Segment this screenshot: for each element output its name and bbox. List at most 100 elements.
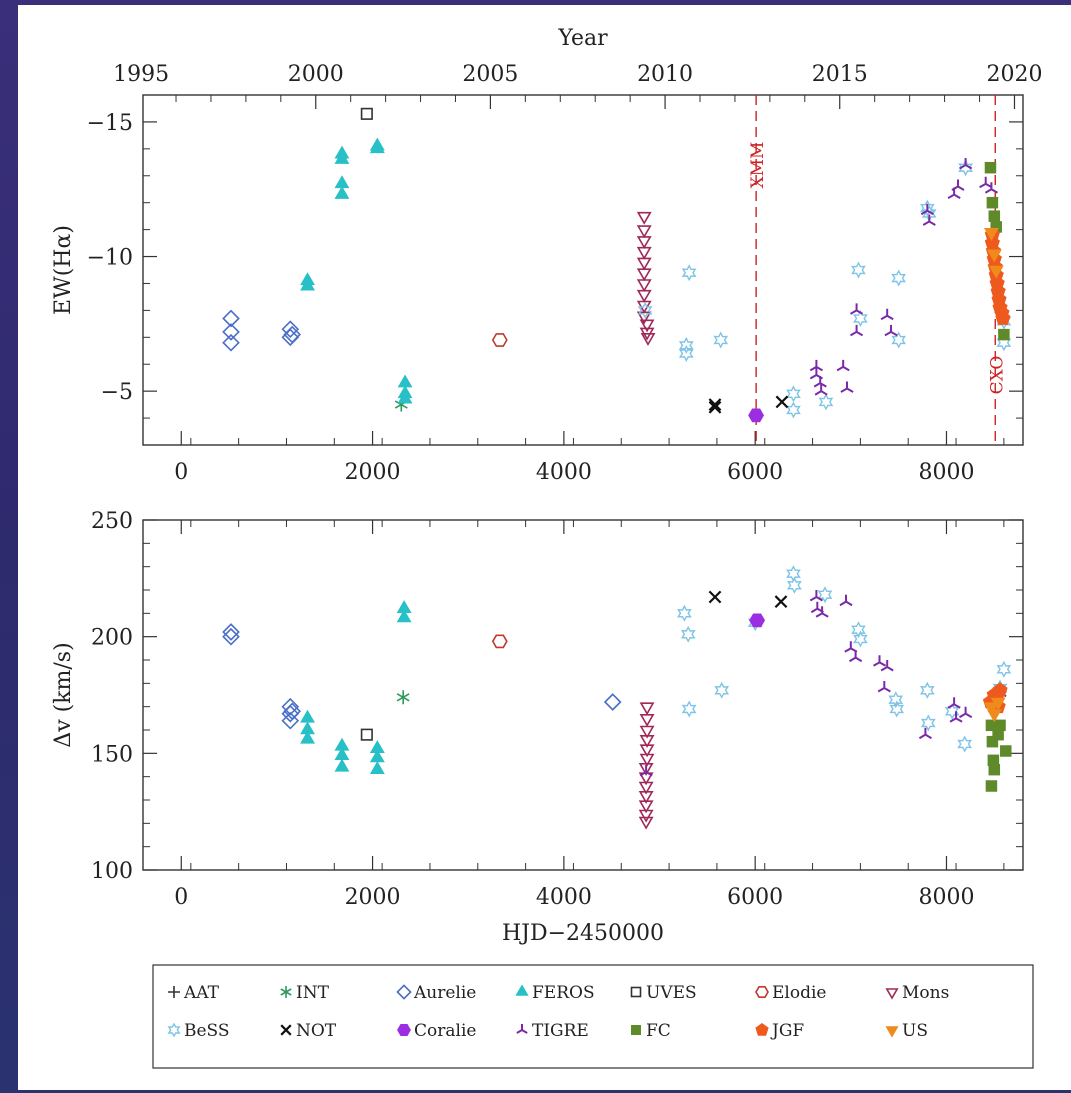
data-point <box>360 728 373 741</box>
data-point <box>300 730 315 744</box>
data-point <box>986 196 999 209</box>
x-tick-label: 6000 <box>727 885 783 910</box>
series-aurelie <box>222 623 622 730</box>
data-point <box>852 630 868 648</box>
series-mons <box>636 211 656 346</box>
data-point <box>958 159 974 177</box>
y-tick-label: 200 <box>91 626 133 651</box>
data-point <box>636 257 652 271</box>
x-tick-label: 0 <box>174 460 188 485</box>
data-point <box>984 228 999 241</box>
legend-label: FC <box>646 1021 671 1041</box>
legend-glyph <box>280 1024 292 1036</box>
data-point <box>839 594 853 607</box>
data-point <box>639 753 655 767</box>
series-feros <box>300 137 413 404</box>
data-point <box>959 157 973 170</box>
y-tick-label: −5 <box>101 380 133 405</box>
data-point <box>813 376 827 388</box>
data-point <box>840 381 854 393</box>
series-tigre <box>809 157 998 396</box>
data-point <box>678 336 694 354</box>
series-fc <box>984 161 1010 341</box>
data-point <box>281 697 300 716</box>
data-point <box>949 711 963 723</box>
data-point <box>681 264 697 282</box>
x-axis-title: HJD−2450000 <box>502 921 664 946</box>
legend-label: JGF <box>770 1021 804 1041</box>
series-elodie <box>491 634 508 649</box>
x-tick-label: 8000 <box>918 885 974 910</box>
legend-label: Aurelie <box>413 983 476 1003</box>
legend-glyph <box>515 984 529 996</box>
top-tick-label: 2005 <box>462 62 518 87</box>
legend-label: FEROS <box>532 983 595 1003</box>
series-mons <box>638 702 655 830</box>
legend-glyph <box>755 1023 769 1036</box>
series-coralie <box>749 613 766 628</box>
data-point <box>889 700 905 718</box>
series-coralie <box>748 408 765 423</box>
plot-frame <box>142 519 1024 871</box>
data-point <box>639 702 655 716</box>
legend-glyph <box>396 984 412 1000</box>
data-point <box>995 310 1011 325</box>
data-point <box>636 268 652 282</box>
data-point <box>639 744 655 758</box>
data-point <box>774 595 788 609</box>
series-not <box>708 590 788 609</box>
data-point <box>636 236 652 250</box>
data-point <box>817 586 833 604</box>
series-bess <box>676 565 1012 753</box>
data-point <box>818 393 834 411</box>
data-point <box>877 680 891 693</box>
data-point <box>334 185 350 199</box>
data-point <box>639 725 655 739</box>
series-feros <box>300 600 412 775</box>
legend-label: AAT <box>183 983 220 1003</box>
data-point <box>920 203 934 216</box>
series-us <box>984 228 1004 279</box>
legend-glyph <box>280 986 292 998</box>
data-point <box>851 261 866 279</box>
series-us <box>984 697 1006 723</box>
legend-entry-not: NOT <box>280 1021 337 1041</box>
data-point <box>1000 745 1012 757</box>
data-point <box>918 727 933 740</box>
data-point <box>919 199 935 217</box>
legend-label: US <box>902 1021 928 1041</box>
data-point <box>334 758 350 772</box>
data-point <box>919 681 935 699</box>
data-point <box>979 176 993 189</box>
data-point <box>996 660 1012 678</box>
data-point <box>636 211 652 225</box>
data-point <box>984 182 998 194</box>
data-point <box>984 702 999 716</box>
y-tick-label: 150 <box>91 742 133 767</box>
data-point <box>396 690 410 705</box>
data-point <box>988 210 1001 222</box>
legend-label: INT <box>296 983 330 1003</box>
legend-entry-aat: AAT <box>168 983 220 1003</box>
vline-label: CXO <box>987 356 1007 395</box>
data-point <box>638 762 654 776</box>
data-point <box>397 390 413 404</box>
data-point <box>708 398 722 411</box>
data-point <box>775 395 789 409</box>
data-point <box>888 691 904 709</box>
top-tick-label: 2010 <box>637 62 693 87</box>
data-point <box>814 384 828 396</box>
legend-glyph <box>397 1023 411 1036</box>
series-int <box>396 690 410 705</box>
data-point <box>640 332 656 346</box>
data-point <box>713 331 729 349</box>
data-point <box>884 324 898 337</box>
top-tick-label: 2000 <box>288 62 344 87</box>
x-tick-label: 6000 <box>727 460 783 485</box>
series-uves <box>360 107 373 120</box>
data-point <box>396 609 412 623</box>
data-point <box>283 702 302 721</box>
legend-box <box>152 964 1034 1069</box>
series-bess <box>637 159 1012 419</box>
panel-top: 0 2000 4000 6000 8000 −15 −10 −5 1995 2000 2005 201… <box>51 26 1042 485</box>
